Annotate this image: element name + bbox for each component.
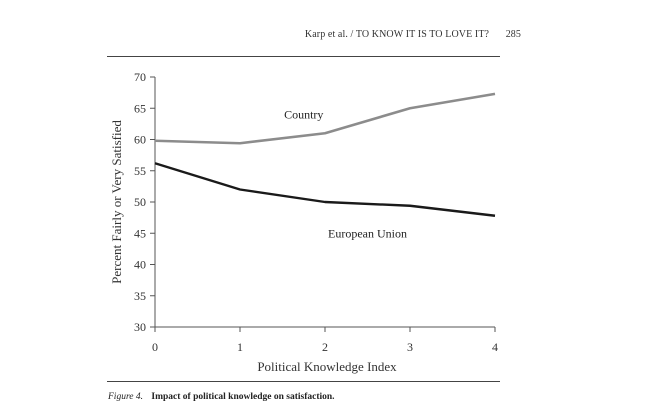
series-line-european-union	[154, 162, 496, 217]
series-line-country	[154, 92, 496, 145]
series-label-country: Country	[284, 108, 323, 122]
y-tick-label: 30	[134, 320, 146, 334]
y-axis-title: Percent Fairly or Very Satisfied	[109, 120, 124, 284]
page-number: 285	[505, 29, 521, 40]
y-tick-label: 70	[134, 70, 146, 84]
figure-caption: Figure 4. Impact of political knowledge …	[108, 392, 335, 402]
x-tick-label: 2	[322, 340, 328, 354]
figure-label: Figure 4.	[108, 392, 144, 402]
y-tick-label: 45	[134, 226, 146, 240]
y-tick-label: 55	[134, 164, 146, 178]
x-tick-label: 4	[492, 340, 498, 354]
x-tick-label: 3	[407, 340, 413, 354]
bottom-rule	[107, 381, 500, 382]
x-tick-label: 0	[152, 340, 158, 354]
series-label-european-union: European Union	[328, 226, 407, 240]
y-tick-label: 60	[134, 133, 146, 147]
x-axis-title: Political Knowledge Index	[257, 359, 397, 374]
figure-caption-text: Impact of political knowledge on satisfa…	[151, 392, 335, 402]
running-head: Karp et al. / TO KNOW IT IS TO LOVE IT? …	[305, 29, 521, 40]
top-rule	[107, 56, 500, 57]
y-tick-label: 50	[134, 195, 146, 209]
y-tick-label: 35	[134, 289, 146, 303]
y-tick-label: 40	[134, 258, 146, 272]
x-tick-label: 1	[237, 340, 243, 354]
y-tick-label: 65	[134, 101, 146, 115]
running-head-title: Karp et al. / TO KNOW IT IS TO LOVE IT?	[304, 29, 490, 40]
